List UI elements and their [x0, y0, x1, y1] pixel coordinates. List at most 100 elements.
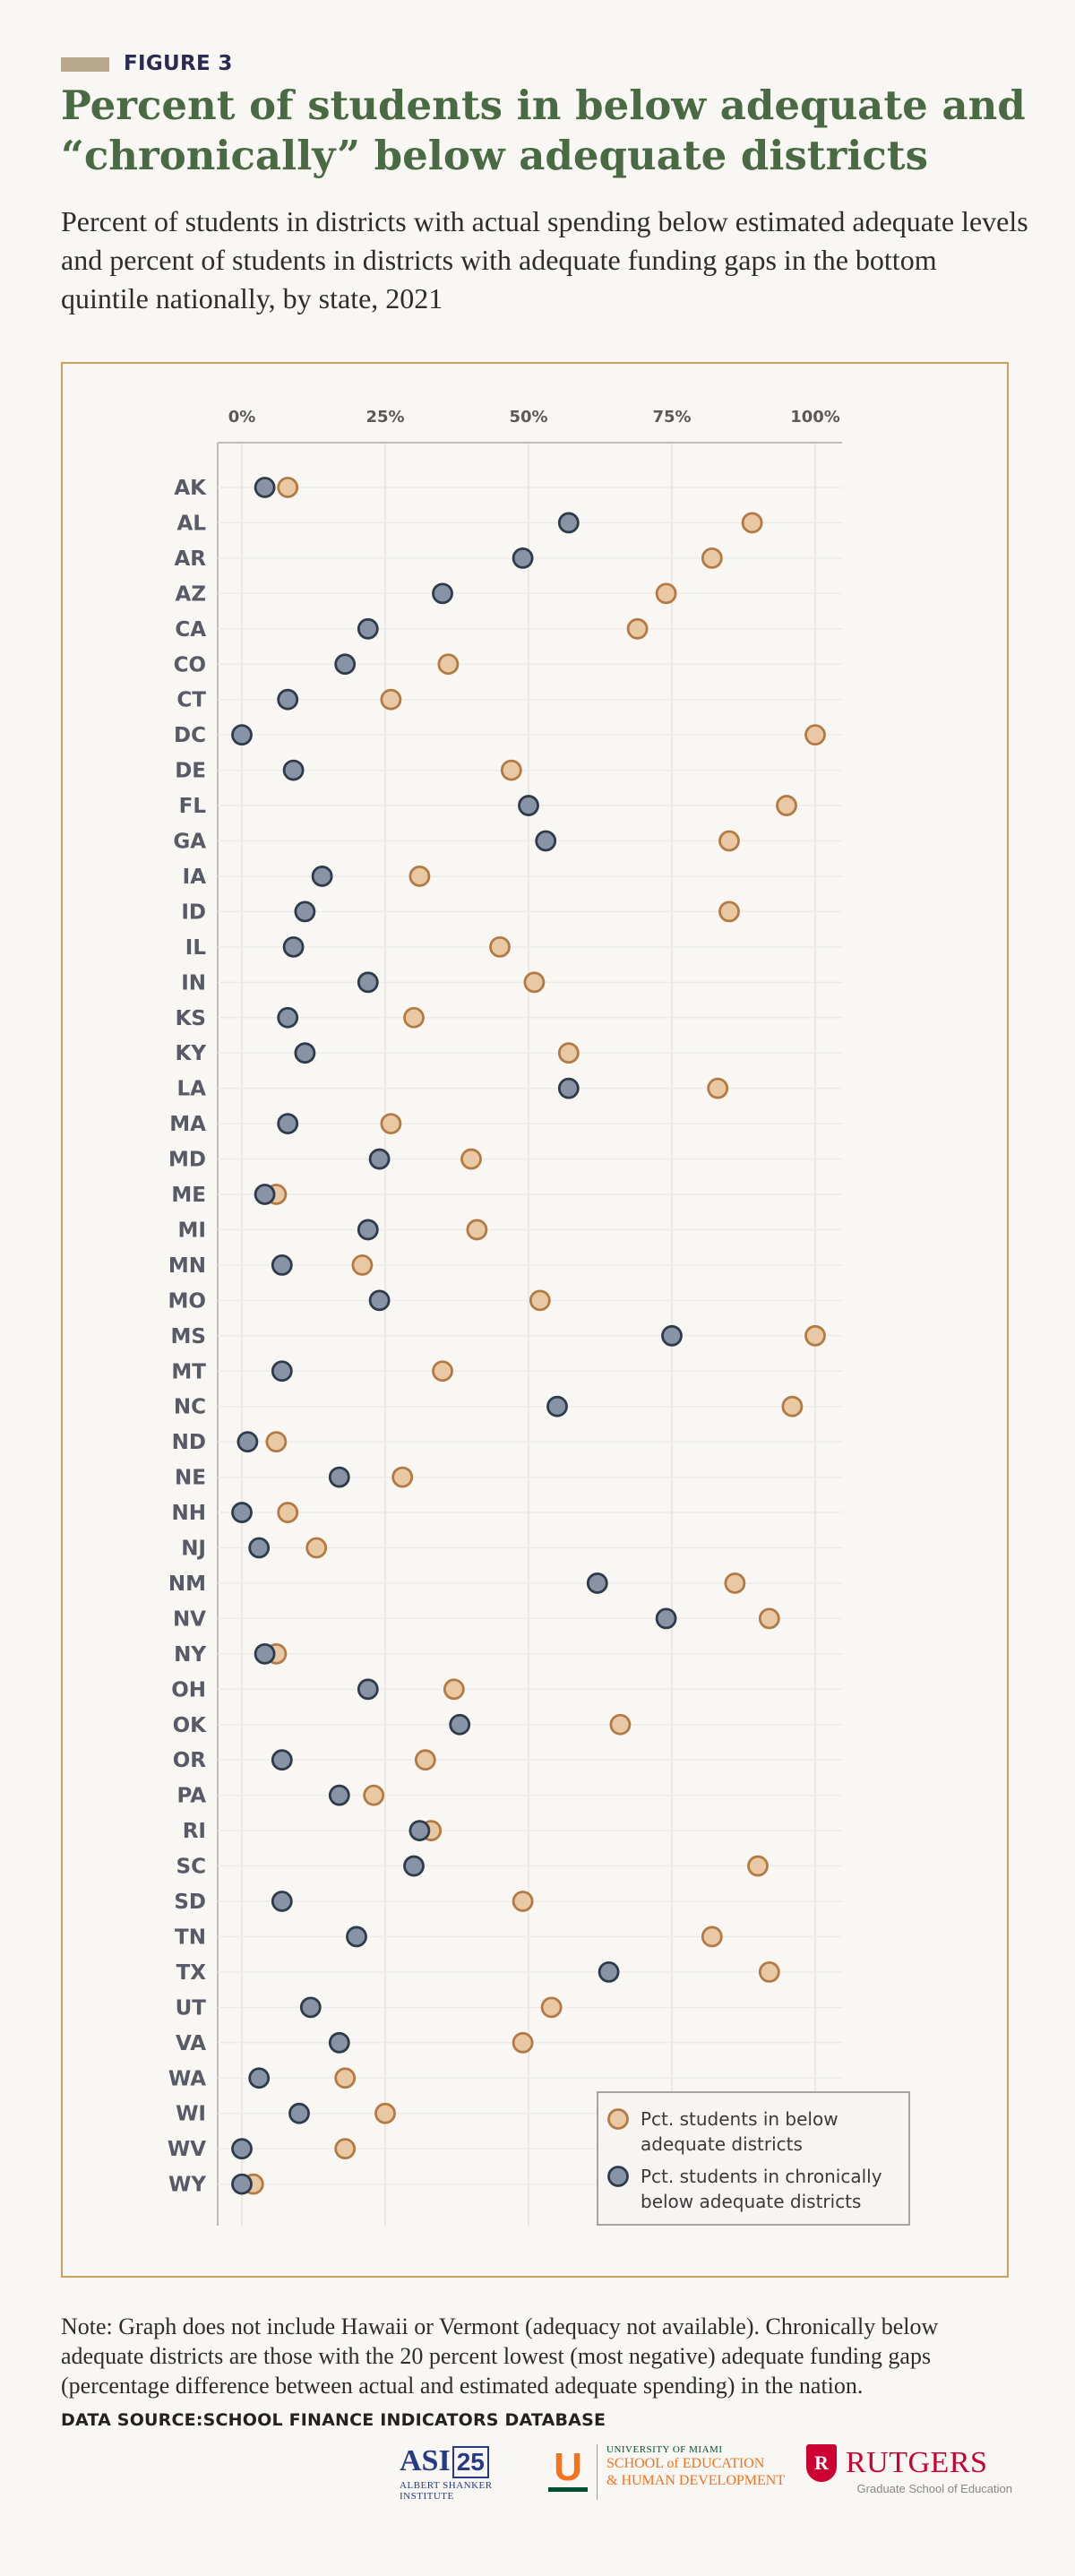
- rutgers-name: RUTGERS: [846, 2446, 988, 2479]
- chronic-below-adequate-dot: [598, 1960, 620, 1983]
- chronic-below-adequate-dot: [248, 1537, 271, 1559]
- chronic-below-adequate-dot: [334, 653, 357, 676]
- state-label: PA: [176, 1785, 206, 1808]
- chronic-below-adequate-dot: [248, 2067, 271, 2089]
- legend-chronic-label: below adequate districts: [641, 2191, 861, 2212]
- x-tick-label: 0%: [228, 408, 256, 426]
- state-label: VA: [176, 2032, 206, 2055]
- state-label: TN: [175, 1926, 206, 1949]
- um-u-mark: U: [548, 2448, 588, 2492]
- below-adequate-dot: [363, 1784, 385, 1806]
- below-adequate-dot: [512, 2031, 534, 2054]
- chronic-below-adequate-dot: [512, 547, 534, 569]
- below-adequate-dot: [512, 1891, 534, 1912]
- state-label: AZ: [176, 582, 206, 606]
- state-label: UT: [176, 1996, 207, 2020]
- state-label: NY: [174, 1643, 206, 1667]
- chronic-below-adequate-dot: [277, 1006, 299, 1029]
- below-adequate-dot: [391, 1466, 414, 1488]
- state-label: GA: [173, 831, 206, 854]
- state-label: WA: [168, 2067, 206, 2090]
- figure-label-bar: [61, 57, 109, 72]
- state-label: MI: [178, 1219, 206, 1242]
- chronic-below-adequate-dot: [432, 582, 453, 605]
- below-adequate-dot: [701, 547, 723, 569]
- state-label: AL: [177, 512, 207, 535]
- asi-logo-badge: 25: [452, 2446, 489, 2478]
- chronic-below-adequate-dot: [231, 2138, 253, 2160]
- chronic-below-adequate-dot: [328, 1784, 350, 1806]
- chronic-below-adequate-dot: [557, 512, 580, 534]
- chronic-below-adequate-dot: [328, 2031, 350, 2054]
- state-label: NJ: [181, 1538, 206, 1561]
- state-label: NH: [172, 1502, 207, 1525]
- chronic-below-adequate-dot: [661, 1324, 683, 1347]
- chronic-below-adequate-dot: [546, 1395, 568, 1417]
- chronic-below-adequate-dot: [231, 724, 253, 746]
- chronic-below-adequate-dot: [231, 2173, 253, 2195]
- below-adequate-dot: [437, 653, 460, 676]
- chronic-below-adequate-dot: [254, 1642, 276, 1665]
- state-label: IN: [181, 971, 206, 995]
- chronic-below-adequate-dot: [408, 1820, 431, 1841]
- state-label: IA: [183, 866, 207, 889]
- below-adequate-dot: [403, 1006, 425, 1029]
- legend-below-label: Pct. students in below: [641, 2108, 838, 2130]
- state-label: WY: [168, 2174, 206, 2197]
- university-of-miami-logo: U UNIVERSITY OF MIAMI SCHOOL of EDUCATIO…: [548, 2444, 790, 2503]
- below-adequate-dot: [334, 2138, 357, 2160]
- chronic-below-adequate-dot: [328, 1466, 350, 1488]
- state-label: CT: [176, 689, 206, 712]
- state-label: DE: [175, 760, 206, 783]
- below-adequate-dot: [523, 971, 546, 994]
- state-label: IL: [185, 936, 207, 960]
- asi-logo-caption: ALBERT SHANKER INSTITUTE: [400, 2480, 493, 2502]
- state-label: WI: [176, 2103, 206, 2126]
- below-adequate-dot: [374, 2102, 396, 2124]
- below-adequate-dot: [557, 1042, 580, 1064]
- legend-chronic-label: Pct. students in chronically: [641, 2166, 882, 2187]
- chronic-below-adequate-dot: [299, 1996, 322, 2019]
- below-adequate-dot: [277, 1502, 299, 1523]
- below-adequate-dot: [529, 1289, 551, 1312]
- chronic-below-adequate-dot: [254, 477, 276, 498]
- chronic-below-adequate-dot: [231, 1502, 253, 1523]
- state-label: MO: [168, 1289, 206, 1313]
- x-tick-label: 50%: [509, 408, 547, 426]
- chronic-below-adequate-dot: [277, 688, 299, 711]
- below-adequate-dot: [718, 830, 740, 852]
- state-label: LA: [177, 1078, 207, 1101]
- dot-plot-chart: 0% 25% 50% 75% 100% AK AL AR AZ CA CO CT DC DE FL GA IA I…: [168, 408, 910, 2226]
- rutgers-logo: R RUTGERS Graduate School of Education: [806, 2444, 1012, 2503]
- state-label: KY: [176, 1042, 207, 1065]
- below-adequate-dot: [334, 2067, 357, 2089]
- below-adequate-dot: [701, 1926, 723, 1948]
- chronic-below-adequate-dot: [357, 1678, 379, 1701]
- chronic-below-adequate-dot: [449, 1713, 471, 1736]
- legend-below-marker: [607, 2108, 629, 2130]
- state-label: NV: [173, 1607, 206, 1631]
- asi-logo-name: ASI: [400, 2444, 451, 2477]
- chronic-below-adequate-dot: [271, 1891, 293, 1912]
- below-adequate-dot: [460, 1148, 482, 1170]
- chronic-below-adequate-dot: [277, 1113, 299, 1134]
- state-label: ND: [172, 1431, 206, 1454]
- um-line3: & HUMAN DEVELOPMENT: [606, 2473, 786, 2488]
- chronic-below-adequate-dot: [271, 1749, 293, 1771]
- below-adequate-dot: [804, 1324, 826, 1347]
- below-adequate-dot: [758, 1607, 780, 1630]
- rutgers-shield-icon: R: [806, 2444, 837, 2482]
- state-label: OR: [173, 1749, 207, 1772]
- below-adequate-dot: [414, 1749, 436, 1771]
- state-label: AK: [174, 477, 207, 500]
- state-label: KS: [176, 1007, 206, 1030]
- state-label: ME: [171, 1184, 206, 1207]
- state-label: NM: [168, 1572, 206, 1596]
- chart-subtitle: Percent of students in districts with ac…: [61, 205, 1028, 314]
- state-label: MN: [168, 1254, 206, 1278]
- chronic-below-adequate-dot: [357, 617, 379, 640]
- state-label: OK: [173, 1714, 208, 1737]
- state-label: MT: [171, 1360, 206, 1383]
- chronic-below-adequate-dot: [655, 1607, 677, 1630]
- below-adequate-dot: [500, 759, 522, 781]
